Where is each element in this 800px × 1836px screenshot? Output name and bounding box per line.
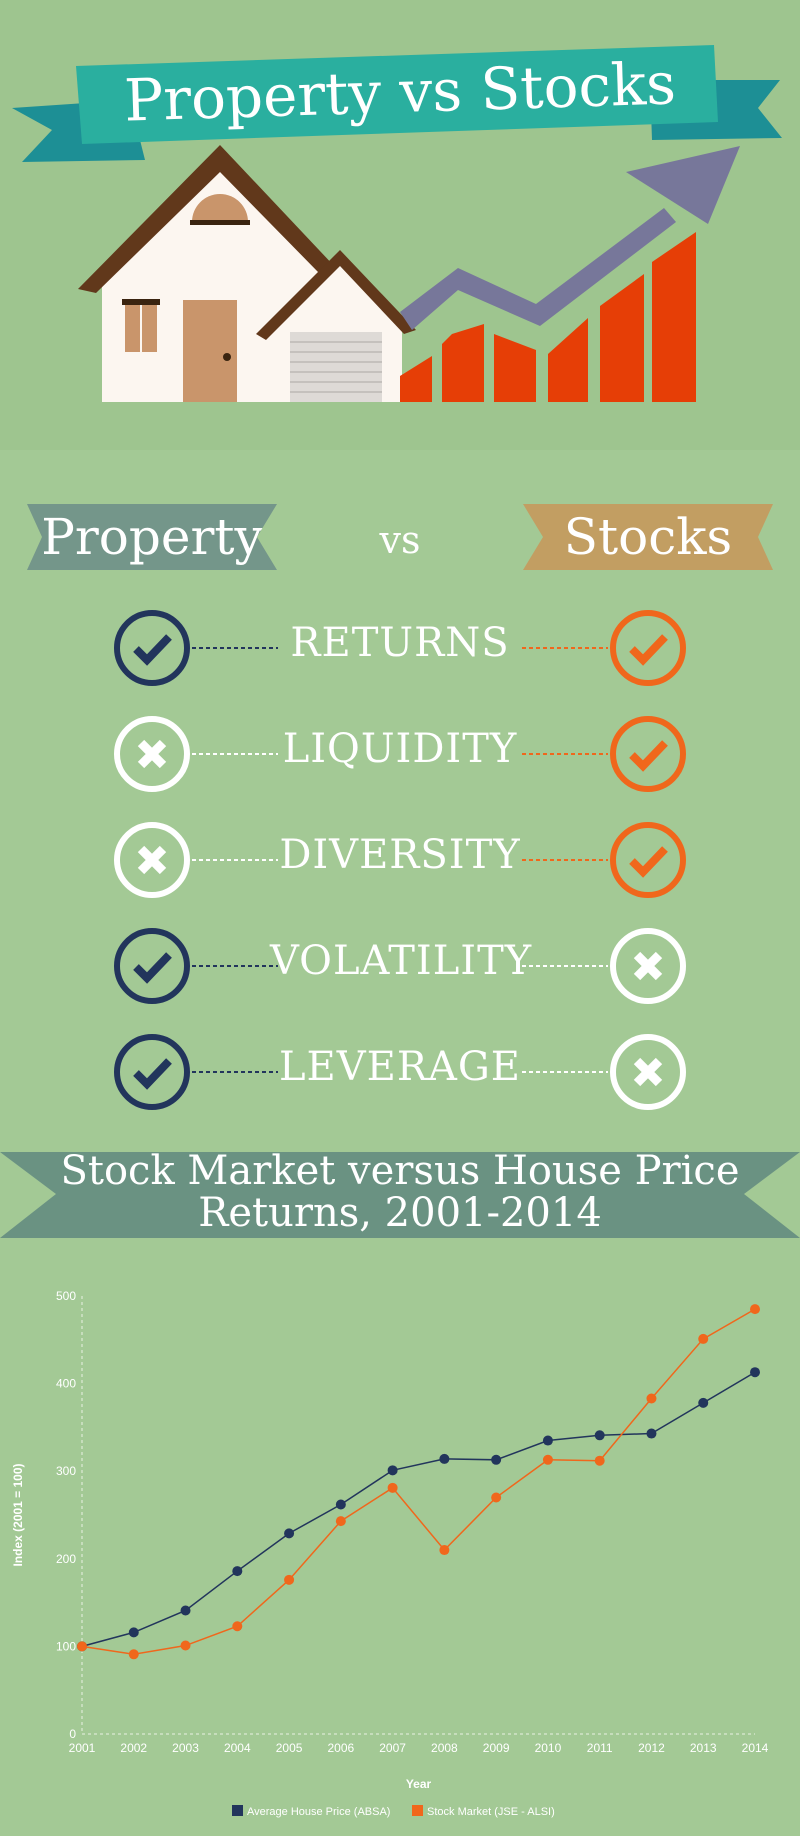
legend-label: Average House Price (ABSA) [247, 1806, 390, 1818]
series-line-1 [81, 1308, 756, 1656]
data-point [698, 1333, 709, 1344]
comparison-row: VOLATILITY [0, 926, 800, 1006]
comparison-row: LEVERAGE [0, 1032, 800, 1112]
stocks-check-icon [610, 610, 686, 686]
data-point [542, 1435, 553, 1446]
data-point [491, 1454, 502, 1465]
data-point [387, 1482, 398, 1493]
property-cross-icon [114, 716, 190, 792]
data-point [232, 1621, 243, 1632]
data-point [646, 1428, 657, 1439]
line-chart: 0 100 200 300 400 500 2001 2002 2003 2004 2005 2006… [11, 1289, 769, 1818]
data-point [284, 1574, 295, 1585]
stocks-cross-icon [610, 928, 686, 1004]
comparison-label: DIVERSITY [279, 832, 521, 878]
y-tick-label: 0 [69, 1727, 76, 1741]
x-tick-label: 2011 [587, 1741, 613, 1755]
hero-illustration [0, 0, 800, 450]
data-point [594, 1430, 605, 1441]
y-tick-label: 100 [56, 1639, 76, 1653]
comparison-label: LIQUIDITY [282, 726, 518, 772]
stocks-check-icon [610, 716, 686, 792]
y-axis-label: Index (2001 = 100) [11, 1463, 25, 1566]
garage-icon [256, 250, 416, 402]
data-point [180, 1640, 191, 1651]
trend-arrow-icon [400, 146, 740, 330]
property-cross-icon [114, 822, 190, 898]
y-tick-label: 400 [56, 1377, 76, 1391]
x-tick-label: 2008 [431, 1741, 458, 1755]
data-point [77, 1641, 87, 1652]
comparison-label: LEVERAGE [278, 1044, 521, 1090]
data-point [491, 1492, 502, 1503]
comparison-row: RETURNS [0, 608, 800, 688]
data-point [439, 1453, 450, 1464]
x-tick-label: 2014 [742, 1741, 769, 1755]
x-tick-label: 2006 [327, 1741, 354, 1755]
data-point [698, 1397, 709, 1408]
series-line-0 [81, 1371, 756, 1648]
data-point [542, 1454, 553, 1465]
comparison-label: RETURNS [290, 620, 510, 666]
stocks-cross-icon [610, 1034, 686, 1110]
x-axis-label: Year [406, 1777, 432, 1791]
x-tick-label: 2005 [276, 1741, 303, 1755]
property-label: Property [27, 504, 277, 570]
data-point [284, 1528, 295, 1539]
chart-section-title-line1: Stock Market versus House Price [60, 1148, 740, 1194]
x-tick-label: 2007 [379, 1741, 406, 1755]
data-point [594, 1455, 605, 1466]
data-point [750, 1304, 760, 1315]
vs-label: vs [379, 518, 421, 562]
legend-label: Stock Market (JSE - ALSI) [427, 1806, 555, 1818]
x-tick-label: 2004 [224, 1741, 251, 1755]
x-tick-label: 2010 [535, 1741, 562, 1755]
data-point [335, 1499, 346, 1510]
y-tick-label: 300 [56, 1464, 76, 1478]
comparison-row: LIQUIDITY [0, 714, 800, 794]
data-point [180, 1605, 191, 1616]
bar-growth-icon [400, 232, 696, 402]
comparison-label: VOLATILITY [270, 938, 533, 984]
legend-swatch [412, 1805, 423, 1816]
title-banner [76, 45, 718, 144]
comparison-row: DIVERSITY [0, 820, 800, 900]
chart-section-title-line2: Returns, 2001-2014 [198, 1190, 602, 1236]
x-tick-label: 2001 [69, 1741, 96, 1755]
data-point [387, 1465, 398, 1476]
data-point [646, 1393, 657, 1404]
stocks-label: Stocks [523, 504, 773, 570]
data-point [335, 1516, 346, 1527]
x-tick-label: 2013 [690, 1741, 717, 1755]
y-tick-label: 500 [56, 1289, 76, 1303]
data-point [439, 1545, 450, 1556]
data-point [128, 1649, 139, 1660]
data-point [232, 1566, 243, 1577]
y-tick-label: 200 [56, 1552, 76, 1566]
chart-title-banner [0, 1152, 800, 1238]
x-tick-label: 2003 [172, 1741, 199, 1755]
x-tick-label: 2002 [120, 1741, 147, 1755]
x-tick-label: 2012 [638, 1741, 665, 1755]
stocks-check-icon [610, 822, 686, 898]
data-point [128, 1627, 139, 1638]
property-check-icon [114, 1034, 190, 1110]
property-check-icon [114, 610, 190, 686]
property-check-icon [114, 928, 190, 1004]
x-tick-label: 2009 [483, 1741, 510, 1755]
legend-swatch [232, 1805, 243, 1816]
data-point [750, 1367, 760, 1378]
